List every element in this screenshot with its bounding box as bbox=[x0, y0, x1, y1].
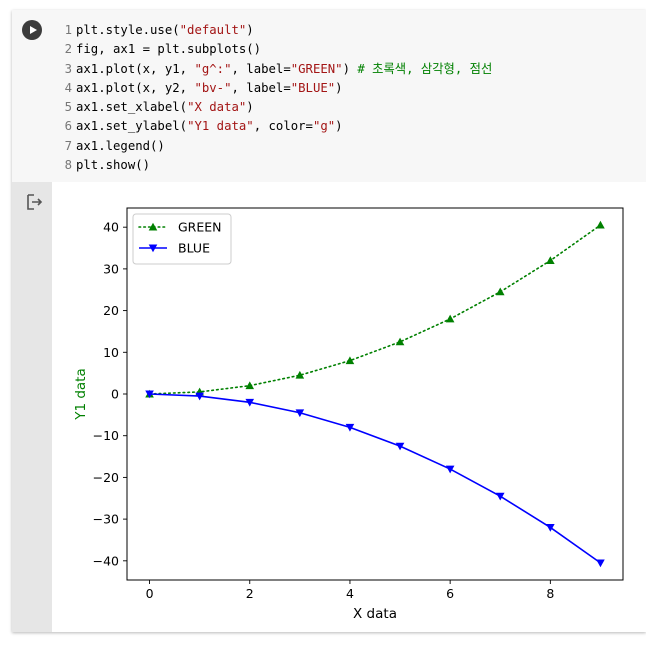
y-tick-label: 20 bbox=[103, 303, 119, 318]
code-token: ) bbox=[335, 80, 343, 95]
x-tick-label: 8 bbox=[546, 586, 554, 601]
code-token: # 초록색, 삼각형, 점선 bbox=[357, 61, 493, 76]
play-icon bbox=[30, 26, 37, 34]
data-point bbox=[245, 398, 255, 407]
line-number: 8 bbox=[64, 158, 72, 173]
y-tick-label: 30 bbox=[103, 261, 119, 276]
code-token: "GREEN" bbox=[290, 61, 343, 76]
code-token: "X data" bbox=[187, 100, 247, 115]
line-number: 3 bbox=[64, 61, 72, 76]
data-point bbox=[345, 423, 355, 432]
line-number: 6 bbox=[64, 119, 72, 134]
x-tick-label: 4 bbox=[346, 586, 354, 601]
output-gutter bbox=[12, 182, 52, 632]
y-tick-label: −40 bbox=[93, 553, 119, 568]
y-tick-label: −20 bbox=[93, 470, 119, 485]
y-axis-label: Y1 data bbox=[73, 368, 89, 421]
code-token: plt.style.use( bbox=[76, 23, 180, 37]
data-point bbox=[345, 356, 355, 365]
code-token: ) bbox=[246, 100, 254, 115]
code-line: 3 ax1.plot(x, y1, "g^:", label="GREEN") #… bbox=[58, 60, 493, 79]
series-blue bbox=[145, 390, 605, 568]
y-tick-label: 10 bbox=[103, 345, 119, 360]
run-cell-button[interactable] bbox=[22, 20, 42, 40]
code-token: "bv-" bbox=[194, 80, 232, 95]
code-token: ) bbox=[342, 61, 358, 76]
line-number: 7 bbox=[64, 138, 72, 153]
data-point bbox=[495, 287, 505, 296]
code-token: plt.show() bbox=[76, 158, 151, 173]
code-token: ) bbox=[246, 23, 254, 37]
code-text[interactable]: 1 plt.style.use("default") 2 fig, ax1 = plt… bbox=[58, 21, 493, 175]
code-editor[interactable]: 1 plt.style.use("default") 2 fig, ax1 = plt… bbox=[12, 10, 646, 182]
code-line: 8 plt.show() bbox=[58, 156, 492, 175]
line-number: 1 bbox=[64, 23, 72, 37]
code-line: 2 fig, ax1 = plt.subplots() bbox=[58, 40, 492, 59]
code-token: , label= bbox=[231, 61, 291, 76]
line-chart: 0 2 4 6 8 −40 −30 −20 −10 0 10 20 30 40 X data Y1 data G… bbox=[73, 207, 624, 622]
series-line bbox=[148, 224, 602, 395]
legend-marker bbox=[148, 244, 158, 253]
x-axis-label: X data bbox=[353, 606, 397, 622]
y-tick-label: −30 bbox=[93, 512, 119, 527]
legend-label: BLUE bbox=[178, 241, 210, 256]
code-token: ax1.plot(x, y2, bbox=[76, 80, 195, 95]
data-point bbox=[395, 442, 405, 451]
code-token: "BLUE" bbox=[290, 80, 336, 95]
x-tick-label: 0 bbox=[146, 586, 154, 601]
code-line: 1 plt.style.use("default") bbox=[58, 21, 492, 40]
data-point bbox=[445, 465, 455, 474]
x-tick-label: 6 bbox=[446, 586, 454, 601]
code-line: 4 ax1.plot(x, y2, "bv-", label="BLUE") bbox=[58, 79, 492, 98]
legend: GREEN BLUE bbox=[132, 213, 232, 265]
data-point bbox=[245, 381, 255, 390]
y-tick-label: −10 bbox=[93, 428, 119, 443]
data-point bbox=[295, 370, 305, 379]
notebook-cell: 1 plt.style.use("default") 2 fig, ax1 = plt… bbox=[12, 10, 646, 632]
line-number: 5 bbox=[64, 100, 72, 115]
x-tick-label: 2 bbox=[246, 586, 254, 601]
code-token: ax1.set_ylabel( bbox=[76, 119, 188, 134]
code-token: ax1.plot(x, y1, bbox=[76, 61, 195, 76]
data-point bbox=[495, 492, 505, 501]
line-number: 4 bbox=[64, 80, 72, 95]
line-number: 2 bbox=[64, 42, 72, 57]
code-token: ax1.set_xlabel( bbox=[76, 100, 188, 115]
data-point bbox=[596, 559, 605, 568]
code-line: 7 ax1.legend() bbox=[58, 137, 492, 156]
data-point bbox=[546, 256, 555, 264]
code-token: ) bbox=[335, 119, 343, 134]
output-redirect-icon[interactable] bbox=[25, 193, 43, 211]
code-token: fig, ax1 = plt.subplots() bbox=[76, 42, 262, 57]
code-token: ax1.legend() bbox=[76, 138, 165, 153]
y-tick-label: 0 bbox=[111, 387, 119, 402]
data-point bbox=[596, 220, 605, 229]
code-token: "Y1 data" bbox=[187, 119, 254, 134]
data-point bbox=[145, 390, 154, 399]
code-token: "default" bbox=[179, 23, 247, 37]
data-point bbox=[445, 314, 455, 323]
y-tick-label: 40 bbox=[103, 220, 119, 235]
legend-marker bbox=[148, 222, 158, 231]
legend-box bbox=[132, 213, 232, 265]
plot-output: 0 2 4 6 8 −40 −30 −20 −10 0 10 20 30 40 X data Y1 data G… bbox=[52, 182, 646, 632]
data-point bbox=[395, 337, 405, 346]
series-line bbox=[149, 393, 601, 564]
data-point bbox=[195, 392, 204, 401]
code-token: "g" bbox=[312, 119, 336, 134]
legend-label: GREEN bbox=[178, 220, 222, 235]
data-point bbox=[546, 524, 555, 532]
code-line: 5 ax1.set_xlabel("X data") bbox=[58, 98, 492, 117]
data-point bbox=[295, 409, 305, 418]
code-line: 6 ax1.set_ylabel("Y1 data", color="g") bbox=[58, 117, 492, 136]
code-token: "g^:" bbox=[194, 61, 232, 76]
code-token: , color= bbox=[253, 119, 313, 134]
code-token: , label= bbox=[231, 80, 291, 95]
